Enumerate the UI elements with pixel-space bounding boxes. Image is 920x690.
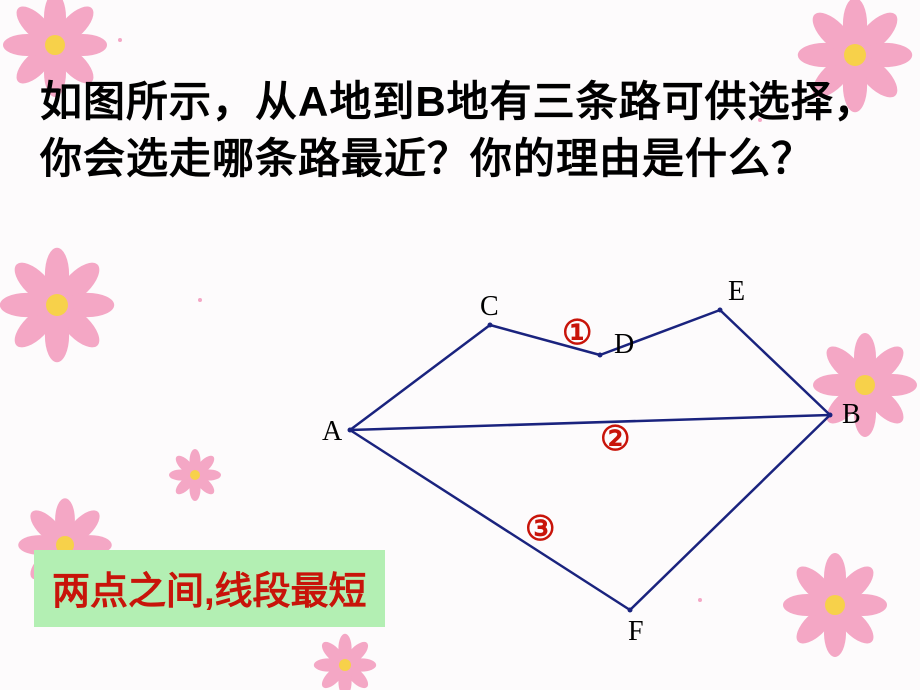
svg-text:C: C xyxy=(480,291,499,322)
svg-text:A: A xyxy=(322,416,343,447)
answer-highlight: 两点之间,线段最短 xyxy=(34,550,385,627)
svg-text:E: E xyxy=(728,280,745,307)
svg-text:F: F xyxy=(628,616,644,640)
svg-text:D: D xyxy=(614,329,634,360)
svg-text:③: ③ xyxy=(525,511,555,548)
svg-text:②: ② xyxy=(600,421,630,458)
geometry-diagram: A B C D E F ① ② ③ xyxy=(300,280,880,640)
slide-content: 如图所示，从A地到B地有三条路可供选择，你会选走哪条路最近？你的理由是什么？ A… xyxy=(0,0,920,690)
svg-text:B: B xyxy=(842,399,861,430)
question-text: 如图所示，从A地到B地有三条路可供选择，你会选走哪条路最近？你的理由是什么？ xyxy=(40,74,880,187)
diagram-svg: A B C D E F ① ② ③ xyxy=(300,280,880,640)
svg-text:①: ① xyxy=(562,315,592,352)
